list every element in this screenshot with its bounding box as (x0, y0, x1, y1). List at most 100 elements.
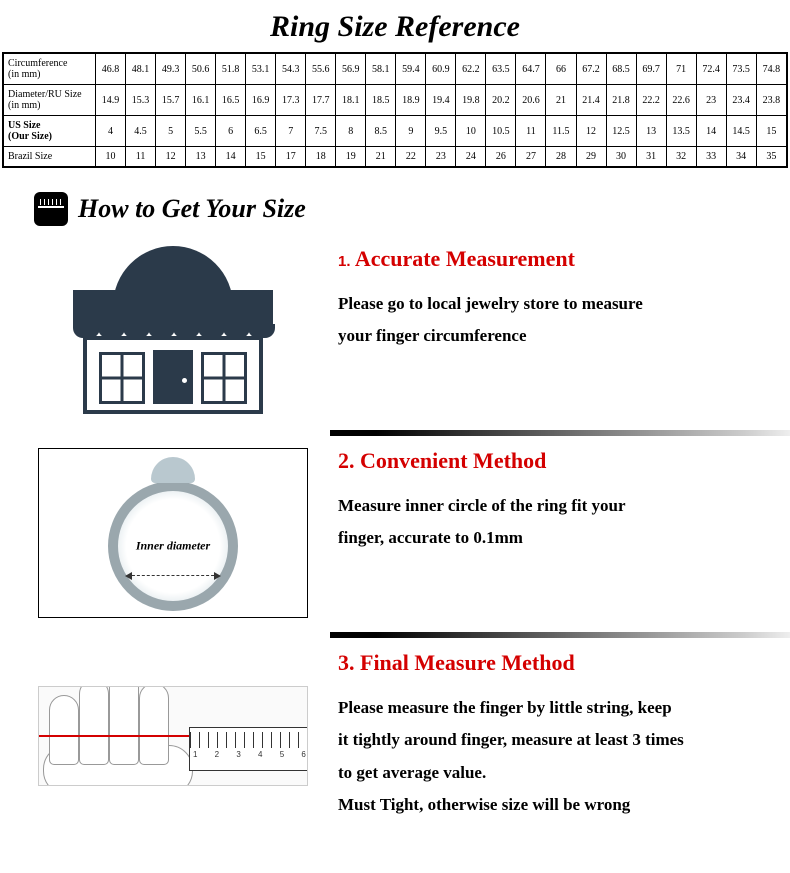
table-cell: 66 (546, 54, 576, 85)
table-cell: 19.4 (426, 85, 456, 116)
table-cell: 9.5 (426, 116, 456, 147)
table-cell: 17.3 (276, 85, 306, 116)
table-cell: 74.8 (756, 54, 786, 85)
table-cell: 22.6 (666, 85, 696, 116)
table-cell: 68.5 (606, 54, 636, 85)
table-cell: 5 (156, 116, 186, 147)
table-cell: 49.3 (156, 54, 186, 85)
table-cell: 60.9 (426, 54, 456, 85)
table-cell: 21.8 (606, 85, 636, 116)
table-cell: 6 (216, 116, 246, 147)
table-cell: 15 (756, 116, 786, 147)
table-cell: 33 (696, 147, 726, 167)
table-cell: 71 (666, 54, 696, 85)
table-cell: 17.7 (306, 85, 336, 116)
table-cell: 30 (606, 147, 636, 167)
table-cell: 5.5 (186, 116, 216, 147)
table-cell: 58.1 (366, 54, 396, 85)
table-cell: 64.7 (516, 54, 546, 85)
section-3-body: Please measure the finger by little stri… (338, 692, 766, 821)
table-cell: 29 (576, 147, 606, 167)
table-cell: 4 (96, 116, 126, 147)
string-measure-diagram: 1 2 3 4 5 6 7 8 9 1 2 3 (38, 686, 308, 786)
table-cell: 16.5 (216, 85, 246, 116)
table-cell: 6.5 (246, 116, 276, 147)
table-cell: 53.1 (246, 54, 276, 85)
jewelry-store-icon (73, 246, 273, 416)
table-row-label: Circumference(in mm) (4, 54, 96, 85)
table-cell: 20.6 (516, 85, 546, 116)
table-cell: 72.4 (696, 54, 726, 85)
table-cell: 67.2 (576, 54, 606, 85)
section-1-title: 1. Accurate Measurement (338, 246, 766, 272)
table-row-label: US Size(Our Size) (4, 116, 96, 147)
table-cell: 21 (366, 147, 396, 167)
table-cell: 8 (336, 116, 366, 147)
table-cell: 62.2 (456, 54, 486, 85)
table-cell: 34 (726, 147, 756, 167)
table-cell: 73.5 (726, 54, 756, 85)
table-cell: 11 (516, 116, 546, 147)
table-cell: 12.5 (606, 116, 636, 147)
table-cell: 13.5 (666, 116, 696, 147)
table-cell: 18 (306, 147, 336, 167)
table-cell: 20.2 (486, 85, 516, 116)
table-cell: 10 (96, 147, 126, 167)
table-cell: 7.5 (306, 116, 336, 147)
table-cell: 23 (426, 147, 456, 167)
table-cell: 26 (486, 147, 516, 167)
table-cell: 51.8 (216, 54, 246, 85)
table-cell: 19 (336, 147, 366, 167)
table-cell: 16.1 (186, 85, 216, 116)
table-cell: 14.5 (726, 116, 756, 147)
table-cell: 50.6 (186, 54, 216, 85)
table-cell: 59.4 (396, 54, 426, 85)
table-cell: 16.9 (246, 85, 276, 116)
table-cell: 21 (546, 85, 576, 116)
table-cell: 9 (396, 116, 426, 147)
table-cell: 27 (516, 147, 546, 167)
table-cell: 69.7 (636, 54, 666, 85)
table-cell: 12 (576, 116, 606, 147)
table-cell: 15 (246, 147, 276, 167)
table-cell: 11.5 (546, 116, 576, 147)
table-cell: 55.6 (306, 54, 336, 85)
table-cell: 46.8 (96, 54, 126, 85)
table-cell: 28 (546, 147, 576, 167)
section-2-body: Measure inner circle of the ring fit you… (338, 490, 766, 555)
table-cell: 54.3 (276, 54, 306, 85)
table-cell: 19.8 (456, 85, 486, 116)
table-cell: 14 (696, 116, 726, 147)
table-cell: 18.1 (336, 85, 366, 116)
table-cell: 23 (696, 85, 726, 116)
table-cell: 23.4 (726, 85, 756, 116)
table-cell: 7 (276, 116, 306, 147)
table-cell: 21.4 (576, 85, 606, 116)
inner-diameter-label: Inner diameter (132, 539, 214, 554)
table-cell: 14 (216, 147, 246, 167)
table-cell: 18.9 (396, 85, 426, 116)
table-cell: 22 (396, 147, 426, 167)
table-cell: 17 (276, 147, 306, 167)
table-cell: 18.5 (366, 85, 396, 116)
size-reference-table: Circumference(in mm)46.848.149.350.651.8… (2, 52, 788, 168)
table-cell: 23.8 (756, 85, 786, 116)
table-cell: 12 (156, 147, 186, 167)
table-cell: 56.9 (336, 54, 366, 85)
table-cell: 10.5 (486, 116, 516, 147)
table-cell: 48.1 (126, 54, 156, 85)
table-cell: 31 (636, 147, 666, 167)
table-cell: 35 (756, 147, 786, 167)
ring-diameter-diagram: Inner diameter (38, 448, 308, 618)
table-row-label: Diameter/RU Size(in mm) (4, 85, 96, 116)
table-cell: 63.5 (486, 54, 516, 85)
table-cell: 4.5 (126, 116, 156, 147)
table-cell: 32 (666, 147, 696, 167)
table-cell: 8.5 (366, 116, 396, 147)
table-cell: 15.7 (156, 85, 186, 116)
table-cell: 15.3 (126, 85, 156, 116)
ruler-graphic: 1 2 3 4 5 6 7 8 9 1 2 3 (189, 727, 308, 771)
table-cell: 10 (456, 116, 486, 147)
table-cell: 24 (456, 147, 486, 167)
section-3-title: 3. Final Measure Method (338, 650, 766, 676)
